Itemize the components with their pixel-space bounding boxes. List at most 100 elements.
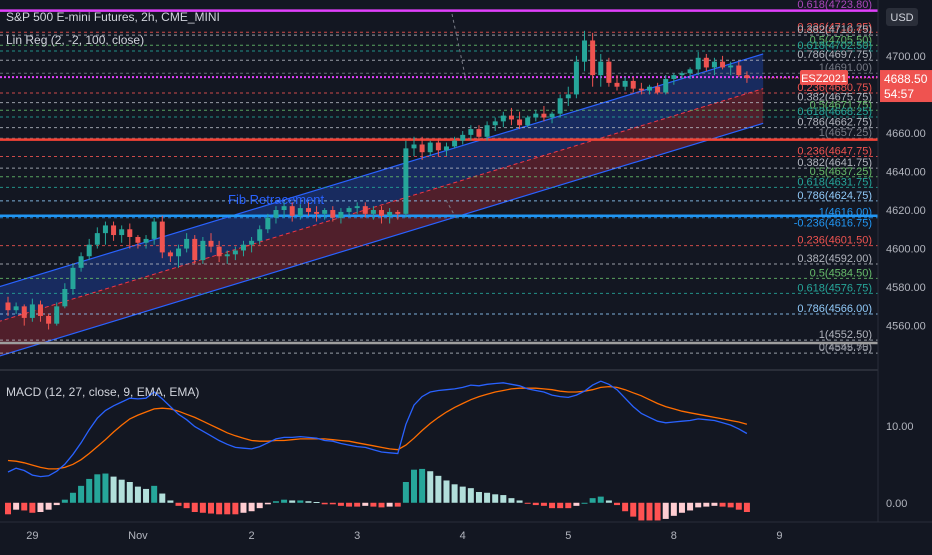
candle-body <box>127 229 133 237</box>
macd-histogram-bar <box>224 502 231 515</box>
macd-line <box>7 380 748 478</box>
candle-body <box>370 210 376 214</box>
candle-body <box>289 206 295 216</box>
macd-histogram-bar <box>524 502 531 504</box>
macd-histogram-bar <box>216 502 223 515</box>
macd-histogram-bar <box>37 502 44 512</box>
candle-body <box>151 221 157 239</box>
candle-body <box>533 113 539 118</box>
candle-body <box>86 244 92 257</box>
candle-body <box>663 78 669 93</box>
macd-legend[interactable]: MACD (12, 27, close, 9, EMA, EMA) <box>6 385 203 399</box>
macd-histogram-bar <box>727 502 734 508</box>
candle-body <box>517 119 523 126</box>
macd-histogram-bar <box>248 502 255 512</box>
fib-level-label: 0.618(4702.50) <box>797 40 872 52</box>
fib-anchor-line-top <box>451 13 467 81</box>
fib-retracement-label: Fib Retracement <box>228 192 324 207</box>
candle-body <box>346 208 352 212</box>
candle-body <box>460 134 466 141</box>
macd-histogram-bar <box>199 502 206 513</box>
channel-upper-line <box>0 53 764 288</box>
linreg-legend[interactable]: Lin Reg (2, -2, 100, close) <box>6 33 148 47</box>
macd-histogram-bar <box>21 502 28 511</box>
macd-histogram-bar <box>370 502 377 507</box>
macd-histogram-bar <box>13 502 20 510</box>
macd-histogram-bar <box>175 502 182 506</box>
macd-histogram-bar <box>191 502 198 512</box>
currency-button[interactable] <box>886 8 918 26</box>
macd-histogram-bar <box>29 502 36 513</box>
macd-histogram-bar <box>5 502 11 515</box>
candle-body <box>606 61 612 83</box>
macd-histogram-bar <box>735 502 742 510</box>
macd-histogram-bar <box>492 494 499 503</box>
fib-level-label: 0.5(4671.75) <box>810 99 872 111</box>
macd-histogram-bar <box>484 492 491 503</box>
fib-level-label: 0.786(4624.75) <box>797 190 872 202</box>
candle-body <box>78 256 84 268</box>
macd-histogram-bar <box>500 495 507 503</box>
macd-histogram-bar <box>337 502 344 506</box>
price-axis-tick: 4640.00 <box>886 166 926 178</box>
time-axis-tick: 5 <box>565 530 571 542</box>
macd-histogram-bar <box>232 502 239 515</box>
candle-body <box>322 210 328 214</box>
candle-body <box>192 238 198 261</box>
macd-histogram-bar <box>687 502 694 511</box>
macd-histogram-bar <box>118 479 125 503</box>
macd-histogram-bar <box>549 502 556 509</box>
macd-histogram-bar <box>78 485 85 503</box>
candle-body <box>476 129 482 137</box>
candle-body <box>720 61 726 68</box>
macd-histogram-bar <box>719 502 726 507</box>
macd-histogram-bar <box>151 485 158 503</box>
candle-body <box>541 113 547 118</box>
candle-body <box>338 211 344 218</box>
fib-level-label: 0.382(4641.75) <box>797 157 872 169</box>
candle-body <box>167 252 173 257</box>
candle-body <box>184 238 190 249</box>
macd-histogram-bar <box>45 502 52 510</box>
macd-histogram-bar <box>321 502 328 505</box>
currency-button-label: USD <box>890 12 913 24</box>
macd-histogram-bar <box>516 500 523 503</box>
candle-body <box>728 65 734 68</box>
candle-body <box>5 302 11 311</box>
symbol-title: S&P 500 E-mini Futures, 2h, CME_MINI <box>6 10 220 24</box>
symbol-legend[interactable]: S&P 500 E-mini Futures, 2h, CME_MINI <box>6 10 224 24</box>
candle-body <box>216 246 222 257</box>
macd-histogram-bar <box>443 480 450 503</box>
candle-body <box>354 206 360 209</box>
channel-upper-fill <box>0 53 764 322</box>
macd-histogram-bar <box>256 502 263 509</box>
candle-body <box>638 88 644 91</box>
candle-body <box>265 217 271 230</box>
macd-histogram-bar <box>386 502 393 507</box>
candle-body <box>46 315 52 324</box>
macd-histogram-bar <box>167 500 174 503</box>
candle-body <box>695 57 701 70</box>
candle-body <box>671 75 677 79</box>
candle-body <box>736 65 742 76</box>
macd-histogram-bar <box>305 501 312 503</box>
candle-body <box>29 304 35 318</box>
macd-title: MACD (12, 27, close, 9, EMA, EMA) <box>6 385 200 399</box>
macd-histogram-bar <box>134 486 141 503</box>
candle-body <box>232 250 238 255</box>
macd-histogram-bar <box>532 502 539 506</box>
macd-histogram-bar <box>402 482 409 503</box>
candle-body <box>565 94 571 99</box>
candle-body <box>143 238 149 243</box>
candle-body <box>703 57 709 68</box>
fib-level-label: 0(4545.75) <box>819 342 872 354</box>
candle-body <box>176 248 182 257</box>
macd-histogram-bar <box>589 498 596 503</box>
candle-body <box>208 240 214 247</box>
macd-histogram-bar <box>86 478 93 503</box>
candle-body <box>500 115 506 122</box>
candle-body <box>305 208 311 212</box>
candle-body <box>630 80 636 89</box>
